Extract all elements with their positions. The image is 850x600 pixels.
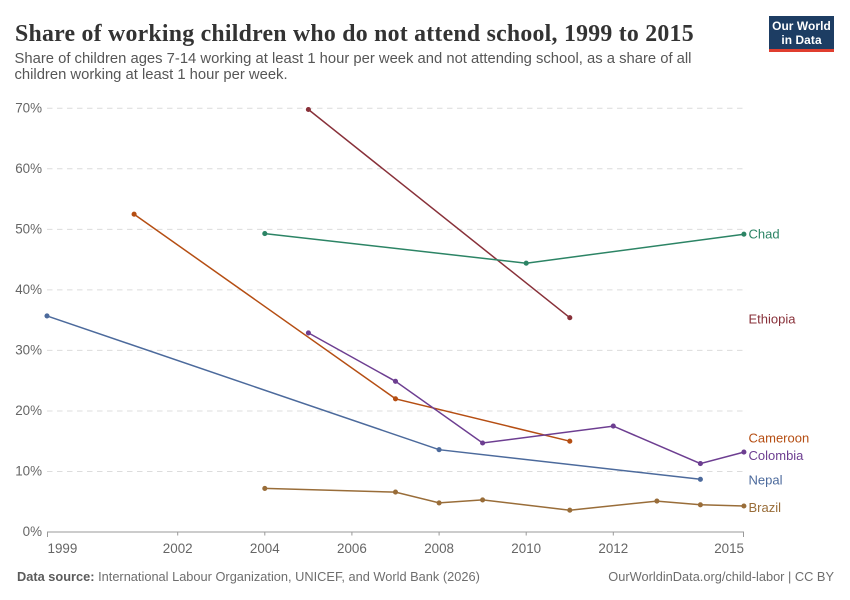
svg-text:2015: 2015 (714, 541, 744, 556)
svg-text:30%: 30% (15, 343, 42, 358)
svg-text:2010: 2010 (511, 541, 541, 556)
svg-text:Chad: Chad (749, 227, 780, 242)
svg-text:Brazil: Brazil (749, 500, 782, 515)
svg-text:2008: 2008 (424, 541, 454, 556)
svg-text:2002: 2002 (163, 541, 193, 556)
svg-text:2006: 2006 (337, 541, 367, 556)
svg-text:50%: 50% (15, 222, 42, 237)
svg-text:40%: 40% (15, 282, 42, 297)
svg-text:Nepal: Nepal (749, 473, 783, 488)
svg-text:Colombia: Colombia (749, 448, 805, 463)
svg-text:1999: 1999 (48, 541, 78, 556)
svg-text:2004: 2004 (250, 541, 280, 556)
svg-text:10%: 10% (15, 464, 42, 479)
svg-text:0%: 0% (23, 524, 42, 539)
svg-text:70%: 70% (15, 101, 42, 116)
svg-text:Ethiopia: Ethiopia (749, 312, 797, 327)
svg-text:20%: 20% (15, 403, 42, 418)
svg-text:Cameroon: Cameroon (749, 431, 810, 446)
svg-text:60%: 60% (15, 161, 42, 176)
svg-text:2012: 2012 (598, 541, 628, 556)
